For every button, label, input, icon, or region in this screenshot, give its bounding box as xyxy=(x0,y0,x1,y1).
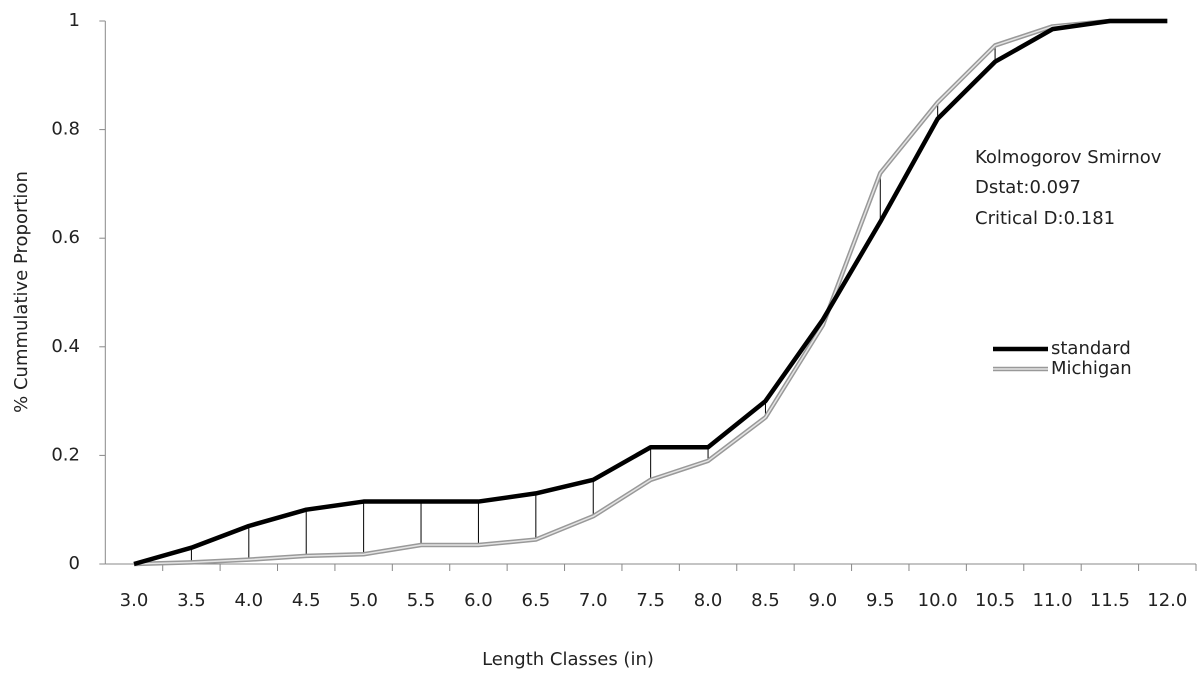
annotation: Kolmogorov Smirnov xyxy=(975,147,1162,168)
series-line-inner xyxy=(133,20,1168,565)
x-tick-label: 9.5 xyxy=(866,590,895,611)
x-tick-label: 8.0 xyxy=(694,590,723,611)
x-tick-label: 10.5 xyxy=(975,590,1015,611)
x-tick-label: 12.0 xyxy=(1147,590,1187,611)
x-tick-label: 8.5 xyxy=(751,590,780,611)
x-axis-label: Length Classes (in) xyxy=(482,649,654,670)
y-tick-label: 0.4 xyxy=(51,336,80,357)
x-tick-label: 3.0 xyxy=(120,590,149,611)
y-axis-label: % Cummulative Proportion xyxy=(11,171,32,413)
x-tick-label: 4.5 xyxy=(292,590,321,611)
y-tick-label: 1 xyxy=(69,10,80,31)
x-tick-label: 5.0 xyxy=(349,590,378,611)
x-tick-label: 6.0 xyxy=(464,590,493,611)
y-tick-label: 0 xyxy=(69,553,80,574)
x-tick-label: 7.5 xyxy=(636,590,665,611)
annotation: Dstat:0.097 xyxy=(975,177,1081,198)
x-tick-label: 6.5 xyxy=(522,590,551,611)
y-tick-label: 0.2 xyxy=(51,444,80,465)
legend-label: Michigan xyxy=(1051,358,1132,379)
series-line xyxy=(133,18,1168,567)
x-tick-label: 10.0 xyxy=(918,590,958,611)
series-line xyxy=(133,18,1168,567)
legend-label: standard xyxy=(1051,338,1131,359)
annotation: Critical D:0.181 xyxy=(975,208,1115,229)
x-tick-label: 7.0 xyxy=(579,590,608,611)
x-tick-label: 11.5 xyxy=(1090,590,1130,611)
x-tick-label: 4.0 xyxy=(234,590,263,611)
x-tick-label: 9.0 xyxy=(809,590,838,611)
y-tick-label: 0.8 xyxy=(51,119,80,140)
x-tick-label: 11.0 xyxy=(1032,590,1072,611)
x-tick-label: 3.5 xyxy=(177,590,206,611)
x-tick-label: 5.5 xyxy=(407,590,436,611)
y-tick-label: 0.6 xyxy=(51,227,80,248)
